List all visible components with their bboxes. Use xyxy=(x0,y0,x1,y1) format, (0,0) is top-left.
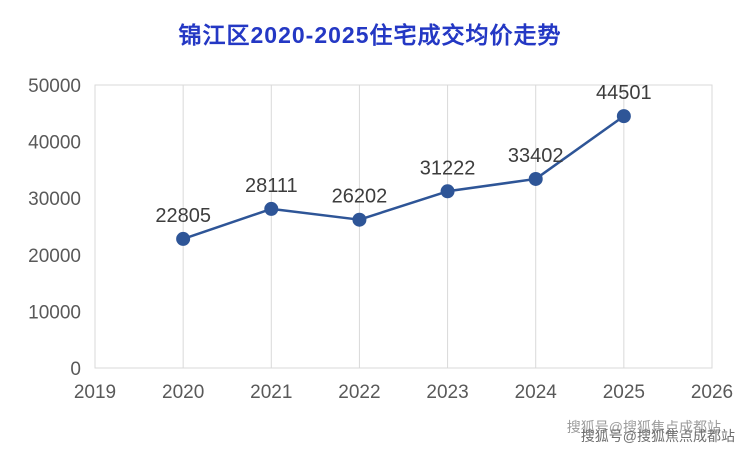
y-axis-tick-label: 50000 xyxy=(28,76,81,97)
data-label: 28111 xyxy=(245,175,298,197)
data-label: 44501 xyxy=(596,82,652,104)
x-axis-tick-label: 2021 xyxy=(250,382,292,403)
data-point xyxy=(352,212,367,227)
data-label: 31222 xyxy=(420,157,476,179)
x-axis-tick-label: 2026 xyxy=(691,382,733,403)
price-line xyxy=(181,114,626,241)
x-axis-tick-label: 2023 xyxy=(426,382,468,403)
data-label: 22805 xyxy=(155,205,211,227)
data-point xyxy=(616,109,631,124)
watermark-text: 搜狐号@搜狐焦点成都站 xyxy=(580,428,735,444)
data-point xyxy=(264,201,279,216)
x-axis-tick-label: 2022 xyxy=(338,382,380,403)
plot-border xyxy=(94,84,713,369)
watermark-ghost-text: 搜狐号@搜狐焦点成都站 xyxy=(566,419,721,435)
data-point xyxy=(176,231,191,246)
y-axis-tick-label: 10000 xyxy=(28,302,81,323)
data-label: 26202 xyxy=(332,186,388,208)
x-axis-tick-label: 2024 xyxy=(515,382,558,403)
y-axis-tick-label: 30000 xyxy=(28,189,81,210)
y-axis-tick-label: 20000 xyxy=(28,246,81,267)
chart-title: 锦江区2020-2025住宅成交均价走势 xyxy=(178,22,562,48)
x-axis-tick-label: 2020 xyxy=(162,382,204,403)
data-point xyxy=(528,171,543,186)
data-point xyxy=(440,184,455,199)
y-axis-tick-label: 0 xyxy=(70,359,81,380)
y-axis-tick-label: 40000 xyxy=(28,133,81,154)
x-axis-tick-label: 2025 xyxy=(603,382,645,403)
watermark: 搜狐号@搜狐焦点成都站 搜狐号@搜狐焦点成都站 xyxy=(567,419,735,446)
data-label: 33402 xyxy=(508,145,564,167)
x-axis-tick-label: 2019 xyxy=(74,382,116,403)
